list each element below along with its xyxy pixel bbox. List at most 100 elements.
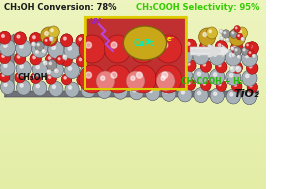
Circle shape bbox=[0, 52, 10, 64]
Circle shape bbox=[245, 43, 252, 49]
Circle shape bbox=[96, 43, 112, 60]
Circle shape bbox=[181, 51, 184, 55]
Circle shape bbox=[141, 40, 144, 43]
Circle shape bbox=[149, 50, 152, 53]
Circle shape bbox=[45, 33, 57, 46]
Circle shape bbox=[234, 44, 236, 47]
Circle shape bbox=[193, 48, 209, 65]
Circle shape bbox=[16, 60, 31, 77]
Circle shape bbox=[45, 32, 49, 36]
Circle shape bbox=[4, 83, 7, 86]
Circle shape bbox=[243, 49, 245, 51]
Circle shape bbox=[241, 37, 245, 41]
Circle shape bbox=[237, 67, 238, 69]
Circle shape bbox=[232, 32, 234, 34]
Circle shape bbox=[157, 81, 159, 83]
Circle shape bbox=[100, 48, 104, 51]
Circle shape bbox=[145, 46, 161, 63]
Circle shape bbox=[200, 40, 212, 53]
Circle shape bbox=[43, 37, 51, 46]
Circle shape bbox=[123, 77, 134, 88]
Circle shape bbox=[97, 84, 111, 98]
Circle shape bbox=[203, 33, 207, 36]
Circle shape bbox=[64, 57, 66, 60]
Polygon shape bbox=[5, 91, 259, 97]
Circle shape bbox=[15, 52, 26, 64]
Circle shape bbox=[145, 46, 161, 63]
Circle shape bbox=[226, 89, 240, 104]
Circle shape bbox=[14, 32, 26, 45]
Circle shape bbox=[249, 45, 252, 48]
Circle shape bbox=[36, 45, 39, 49]
Circle shape bbox=[84, 47, 88, 51]
Circle shape bbox=[30, 53, 41, 65]
Circle shape bbox=[155, 35, 182, 63]
Circle shape bbox=[236, 33, 243, 40]
Circle shape bbox=[229, 28, 246, 46]
Circle shape bbox=[145, 66, 160, 82]
Circle shape bbox=[149, 50, 152, 53]
Circle shape bbox=[209, 48, 225, 65]
Circle shape bbox=[63, 37, 66, 40]
Circle shape bbox=[249, 52, 251, 53]
Circle shape bbox=[17, 75, 20, 77]
Circle shape bbox=[161, 76, 165, 80]
Circle shape bbox=[80, 43, 96, 60]
Circle shape bbox=[113, 65, 128, 81]
Circle shape bbox=[234, 65, 237, 67]
Circle shape bbox=[117, 69, 120, 72]
Circle shape bbox=[107, 36, 119, 49]
Circle shape bbox=[4, 44, 7, 47]
Circle shape bbox=[241, 50, 257, 67]
Circle shape bbox=[81, 83, 95, 98]
Circle shape bbox=[185, 79, 195, 90]
Circle shape bbox=[15, 52, 26, 64]
Circle shape bbox=[242, 70, 257, 86]
Circle shape bbox=[133, 49, 136, 53]
Circle shape bbox=[231, 62, 243, 74]
Circle shape bbox=[149, 89, 152, 93]
Circle shape bbox=[197, 91, 201, 95]
Circle shape bbox=[17, 80, 31, 95]
Circle shape bbox=[177, 67, 193, 83]
Circle shape bbox=[218, 44, 221, 46]
Circle shape bbox=[129, 85, 144, 100]
Circle shape bbox=[33, 75, 35, 78]
Circle shape bbox=[203, 63, 206, 66]
Circle shape bbox=[97, 64, 112, 80]
Circle shape bbox=[184, 39, 197, 52]
Circle shape bbox=[32, 61, 47, 77]
Circle shape bbox=[97, 84, 111, 98]
Circle shape bbox=[14, 32, 26, 45]
Circle shape bbox=[155, 65, 182, 93]
Circle shape bbox=[81, 63, 96, 79]
Circle shape bbox=[0, 71, 10, 82]
Circle shape bbox=[138, 58, 150, 70]
Circle shape bbox=[139, 77, 149, 88]
Circle shape bbox=[86, 72, 91, 78]
Circle shape bbox=[100, 68, 104, 71]
Circle shape bbox=[111, 42, 117, 48]
Circle shape bbox=[48, 36, 51, 39]
Circle shape bbox=[138, 58, 150, 70]
Circle shape bbox=[96, 43, 112, 60]
Circle shape bbox=[149, 89, 152, 93]
Ellipse shape bbox=[123, 26, 167, 60]
Circle shape bbox=[225, 49, 241, 66]
Circle shape bbox=[233, 47, 241, 55]
Circle shape bbox=[157, 41, 159, 44]
Circle shape bbox=[154, 58, 165, 70]
Circle shape bbox=[80, 43, 96, 60]
Circle shape bbox=[126, 79, 128, 82]
Circle shape bbox=[20, 65, 23, 68]
Circle shape bbox=[117, 88, 120, 91]
Circle shape bbox=[52, 46, 56, 49]
Circle shape bbox=[232, 81, 242, 92]
Circle shape bbox=[181, 91, 184, 94]
Circle shape bbox=[161, 46, 177, 63]
Circle shape bbox=[231, 62, 243, 74]
Circle shape bbox=[65, 82, 79, 97]
Circle shape bbox=[219, 29, 223, 34]
Circle shape bbox=[95, 59, 97, 61]
Circle shape bbox=[122, 36, 135, 50]
